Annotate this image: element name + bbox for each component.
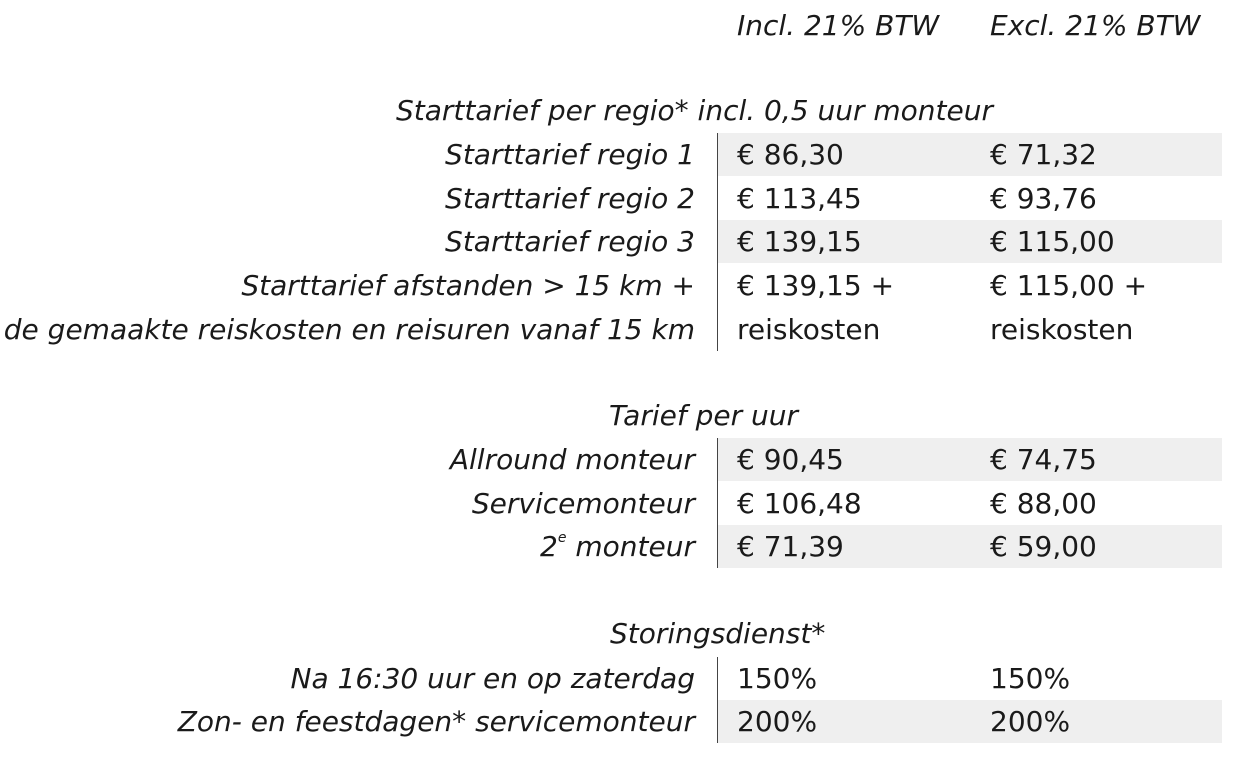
value-excl-allround-monteur: € 74,75 xyxy=(990,443,1097,476)
label-ordinal-number: 2 xyxy=(540,530,558,563)
value-excl-na-1630: 150% xyxy=(990,662,1071,695)
row-label-regio-1: Starttarief regio 1 xyxy=(445,138,695,171)
value-incl-na-1630: 150% xyxy=(737,662,818,695)
value-incl-zon-feestdagen: 200% xyxy=(737,705,818,738)
label-monteur-text: monteur xyxy=(566,530,695,563)
row-label-allround-monteur: Allround monteur xyxy=(449,443,695,476)
row-shade xyxy=(718,133,1222,176)
column-divider xyxy=(717,657,718,743)
value-excl-2e-monteur: € 59,00 xyxy=(990,530,1097,563)
section-title-tarief-per-uur: Tarief per uur xyxy=(609,399,799,432)
value-incl-allround-monteur: € 90,45 xyxy=(737,443,844,476)
column-divider xyxy=(717,133,718,351)
column-header-excl-btw: Excl. 21% BTW xyxy=(990,9,1201,42)
value-excl-afstanden: € 115,00 + xyxy=(990,269,1148,302)
value-excl-regio-2: € 93,76 xyxy=(990,182,1097,215)
column-header-incl-btw: Incl. 21% BTW xyxy=(737,9,940,42)
row-label-reiskosten-note: de gemaakte reiskosten en reisuren vanaf… xyxy=(3,313,695,346)
section-title-storingsdienst: Storingsdienst* xyxy=(610,617,826,650)
value-incl-regio-1: € 86,30 xyxy=(737,138,844,171)
row-shade xyxy=(718,525,1222,568)
value-incl-reiskosten: reiskosten xyxy=(737,313,881,346)
value-incl-regio-2: € 113,45 xyxy=(737,182,862,215)
value-excl-reiskosten: reiskosten xyxy=(990,313,1134,346)
value-incl-regio-3: € 139,15 xyxy=(737,225,862,258)
row-shade xyxy=(718,438,1222,481)
value-excl-zon-feestdagen: 200% xyxy=(990,705,1071,738)
row-label-regio-2: Starttarief regio 2 xyxy=(445,182,695,215)
value-excl-servicemonteur: € 88,00 xyxy=(990,487,1097,520)
label-ordinal-suffix: e xyxy=(557,530,567,546)
row-label-servicemonteur: Servicemonteur xyxy=(471,487,695,520)
row-label-regio-3: Starttarief regio 3 xyxy=(445,225,695,258)
row-shade xyxy=(718,220,1222,263)
value-incl-2e-monteur: € 71,39 xyxy=(737,530,844,563)
column-divider xyxy=(717,438,718,568)
row-shade xyxy=(718,700,1222,743)
section-title-starttarief: Starttarief per regio* incl. 0,5 uur mon… xyxy=(396,94,993,127)
row-label-2e-monteur: 2e monteur xyxy=(540,530,695,563)
row-label-afstanden: Starttarief afstanden > 15 km + xyxy=(241,269,695,302)
value-incl-afstanden: € 139,15 + xyxy=(737,269,895,302)
value-excl-regio-1: € 71,32 xyxy=(990,138,1097,171)
value-excl-regio-3: € 115,00 xyxy=(990,225,1115,258)
row-label-zon-feestdagen: Zon- en feestdagen* servicemonteur xyxy=(177,705,695,738)
row-label-na-1630: Na 16:30 uur en op zaterdag xyxy=(290,662,695,695)
value-incl-servicemonteur: € 106,48 xyxy=(737,487,862,520)
